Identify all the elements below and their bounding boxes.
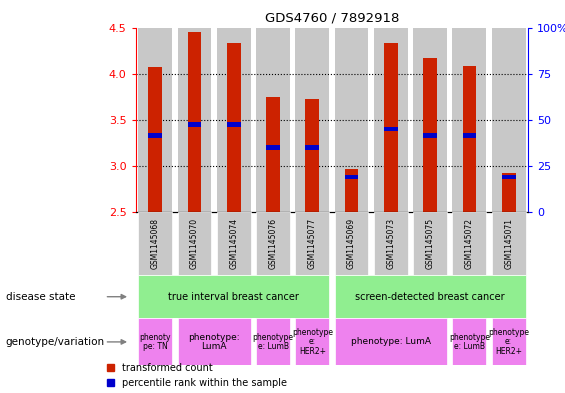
Text: screen-detected breast cancer: screen-detected breast cancer xyxy=(355,292,505,302)
Bar xyxy=(177,28,211,212)
Bar xyxy=(227,122,241,127)
Bar xyxy=(256,212,290,275)
Bar xyxy=(266,97,280,212)
Bar xyxy=(188,32,201,212)
Text: GSM1145070: GSM1145070 xyxy=(190,218,199,269)
Bar xyxy=(384,43,398,212)
Bar xyxy=(334,275,525,318)
Text: GSM1145074: GSM1145074 xyxy=(229,218,238,269)
Bar xyxy=(423,133,437,138)
Bar xyxy=(423,58,437,212)
Bar xyxy=(453,28,486,212)
Bar xyxy=(413,28,447,212)
Text: phenotype
e:
HER2+: phenotype e: HER2+ xyxy=(292,328,333,356)
Bar xyxy=(177,212,211,275)
Text: GSM1145073: GSM1145073 xyxy=(386,218,396,269)
Bar xyxy=(295,28,329,212)
Bar xyxy=(227,43,241,212)
Title: GDS4760 / 7892918: GDS4760 / 7892918 xyxy=(265,12,399,25)
Text: GSM1145068: GSM1145068 xyxy=(151,218,160,269)
Bar xyxy=(492,212,525,275)
Text: GSM1145071: GSM1145071 xyxy=(504,218,513,269)
Bar xyxy=(374,28,408,212)
Bar xyxy=(374,212,408,275)
Bar xyxy=(138,318,172,365)
Bar xyxy=(384,127,398,131)
Bar xyxy=(217,212,251,275)
Bar xyxy=(266,145,280,150)
Bar xyxy=(334,212,368,275)
Bar xyxy=(453,318,486,365)
Bar xyxy=(334,318,447,365)
Bar xyxy=(149,67,162,212)
Bar xyxy=(256,28,290,212)
Bar xyxy=(295,318,329,365)
Text: true interval breast cancer: true interval breast cancer xyxy=(168,292,299,302)
Bar xyxy=(177,318,251,365)
Bar xyxy=(138,275,329,318)
Bar xyxy=(334,28,368,212)
Text: phenotype
e: LumB: phenotype e: LumB xyxy=(449,332,490,351)
Bar xyxy=(345,175,358,180)
Bar xyxy=(217,28,251,212)
Text: disease state: disease state xyxy=(6,292,75,302)
Bar xyxy=(188,122,201,127)
Text: GSM1145077: GSM1145077 xyxy=(308,218,317,269)
Bar xyxy=(492,28,525,212)
Bar xyxy=(502,175,515,180)
Bar xyxy=(295,212,329,275)
Text: GSM1145072: GSM1145072 xyxy=(465,218,474,269)
Bar xyxy=(256,318,290,365)
Text: phenoty
pe: TN: phenoty pe: TN xyxy=(140,332,171,351)
Text: GSM1145076: GSM1145076 xyxy=(268,218,277,269)
Bar xyxy=(138,212,172,275)
Text: GSM1145075: GSM1145075 xyxy=(425,218,434,269)
Legend: transformed count, percentile rank within the sample: transformed count, percentile rank withi… xyxy=(107,363,287,388)
Bar xyxy=(453,212,486,275)
Bar xyxy=(306,145,319,150)
Text: genotype/variation: genotype/variation xyxy=(6,337,105,347)
Bar xyxy=(463,133,476,138)
Text: phenotype: LumA: phenotype: LumA xyxy=(351,338,431,346)
Bar xyxy=(463,66,476,212)
Bar xyxy=(345,169,358,212)
Bar xyxy=(502,173,515,212)
Text: phenotype:
LumA: phenotype: LumA xyxy=(188,332,240,351)
Bar xyxy=(138,28,172,212)
Bar xyxy=(413,212,447,275)
Bar xyxy=(306,99,319,212)
Bar xyxy=(149,133,162,138)
Text: GSM1145069: GSM1145069 xyxy=(347,218,356,269)
Text: phenotype
e:
HER2+: phenotype e: HER2+ xyxy=(488,328,529,356)
Bar xyxy=(492,318,525,365)
Text: phenotype
e: LumB: phenotype e: LumB xyxy=(253,332,294,351)
